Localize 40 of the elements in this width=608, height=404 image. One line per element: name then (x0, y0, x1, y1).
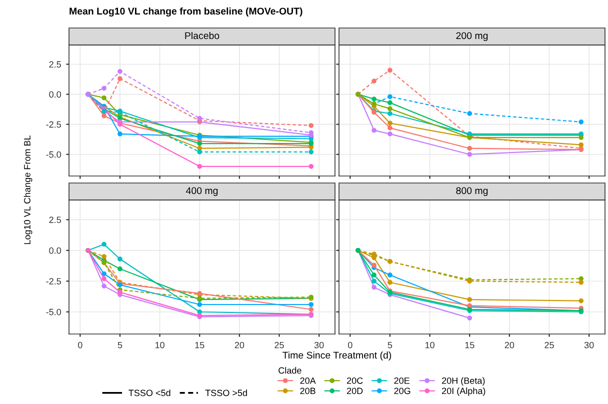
x-tick-label: 30 (584, 342, 594, 348)
x-tick-label: 5 (118, 342, 122, 348)
y-tick-label: 0.0 (49, 247, 62, 254)
chart-title: 200 mg (456, 32, 488, 42)
x-tick-label: 15 (465, 342, 474, 348)
x-tick-label: 0 (348, 342, 352, 348)
y-tick-label: -5.0 (46, 151, 62, 158)
legend-label: 20B (300, 388, 316, 394)
text: Mean Log10 VL change from baseline (MOVe-OUT) (70, 7, 302, 17)
x-tick-label: 30 (314, 342, 324, 348)
x-tick-label: 25 (274, 342, 284, 348)
y-tick-label: 0.0 (49, 91, 62, 98)
x-tick-label: 15 (195, 342, 204, 348)
x-axis-title: Time Since Treatment (d) (282, 351, 392, 361)
x-tick-label: 0 (78, 342, 82, 348)
legend-label: 20H (Beta) (442, 377, 485, 386)
x-tick-label: 20 (234, 342, 244, 348)
legend-label: 20G (394, 388, 410, 394)
chart-title: Placebo (185, 32, 220, 40)
text: TSSO >5d (205, 389, 247, 396)
text: TSSO <5d (128, 389, 170, 396)
y-tick-label: -2.5 (46, 278, 61, 284)
y-tick-label: -2.5 (46, 121, 61, 128)
y-tick-label: 2.5 (49, 216, 61, 224)
legend-label: 20C (347, 377, 363, 384)
legend-label: 20E (394, 377, 410, 384)
chart-title: 800 mg (456, 187, 488, 196)
x-tick-label: 10 (425, 342, 434, 348)
x-tick-label: 10 (155, 342, 164, 348)
y-axis-title: Log10 VL Change From BL (24, 136, 32, 244)
y-tick-label: -5.0 (46, 308, 62, 316)
chart-title: 400 mg (186, 187, 218, 196)
legend-title: Clade (278, 367, 302, 374)
x-tick-label: 25 (544, 342, 554, 348)
legend-label: 20A (300, 377, 316, 384)
x-tick-label: 20 (504, 342, 514, 348)
legend-label: 20I (Alpha) (442, 387, 486, 396)
y-tick-label: 2.5 (49, 61, 61, 68)
legend-label: 20D (347, 388, 363, 394)
x-tick-label: 5 (388, 342, 392, 348)
